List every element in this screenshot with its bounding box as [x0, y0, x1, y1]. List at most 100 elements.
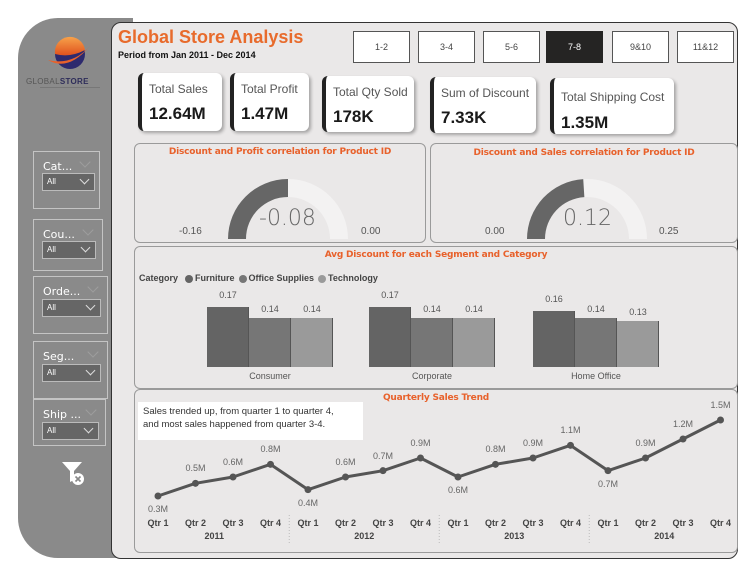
quarter-axis-label: Qtr 2: [334, 518, 356, 528]
data-point[interactable]: [529, 454, 537, 462]
data-point[interactable]: [717, 416, 724, 424]
point-data-label: 0.8M: [485, 444, 506, 455]
bar-home-office-office-supplies[interactable]: [575, 317, 617, 367]
data-point[interactable]: [229, 473, 237, 481]
annotation-line: Sales trended up, from quarter 1 to quar…: [143, 406, 334, 417]
point-data-label: 0.5M: [185, 463, 206, 474]
gauge-discount-profit: [228, 179, 348, 239]
legend-label: Office Supplies: [248, 273, 315, 283]
globe-swoosh-logo-icon: [48, 36, 90, 69]
gauge-discount-sales: [527, 179, 647, 239]
chevron-down-icon[interactable]: [85, 404, 97, 416]
dropdown-value: All: [47, 245, 56, 254]
point-data-label: 0.6M: [447, 485, 468, 495]
data-point[interactable]: [454, 473, 462, 481]
slicer-label: Cou...: [43, 228, 75, 241]
dropdown-value: All: [47, 426, 56, 435]
data-point[interactable]: [192, 479, 199, 487]
quarter-axis-label: Qtr 4: [259, 518, 281, 528]
point-data-label: 0.7M: [597, 478, 618, 489]
clear-filter-icon[interactable]: [60, 460, 86, 486]
quarter-axis-label: Qtr 4: [409, 518, 431, 528]
month-button-3-4[interactable]: 3-4: [418, 31, 475, 63]
report-canvas: Global Store Analysis Period from Jan 20…: [111, 22, 738, 559]
bar-consumer-furniture[interactable]: [207, 307, 249, 367]
quarter-axis-label: Qtr 3: [672, 518, 694, 528]
bar-corporate-technology[interactable]: [453, 317, 495, 367]
data-point[interactable]: [567, 441, 574, 449]
point-data-label: 0.9M: [635, 438, 656, 448]
bar-corporate-office-supplies[interactable]: [411, 317, 453, 367]
point-data-label: 0.6M: [335, 457, 356, 467]
bar-corporate-furniture[interactable]: [369, 307, 411, 367]
gauge-max-label: 0.00: [361, 226, 381, 237]
quarter-axis-label: Qtr 1: [147, 518, 169, 528]
gauge-fill: [527, 179, 585, 239]
chevron-down-icon[interactable]: [82, 224, 94, 236]
bar-data-label: 0.13: [629, 307, 647, 318]
data-point[interactable]: [417, 454, 424, 462]
kpi-value: 178K: [333, 107, 374, 126]
segment-dropdown[interactable]: All: [42, 364, 101, 382]
gauge-value: 0.12: [563, 206, 612, 231]
page-subtitle: Period from Jan 2011 - Dec 2014: [118, 50, 256, 60]
bar-data-label: 0.16: [545, 293, 563, 304]
quarter-axis-label: Qtr 2: [484, 518, 506, 528]
bar-chart-plot: 0.17 0.14 0.14 Consumer 0.17 0.14 0.14 Corporat…: [135, 247, 739, 390]
point-data-label: 0.4M: [297, 497, 318, 508]
chevron-down-icon[interactable]: [79, 156, 91, 168]
gauge-title: Discount and Profit correlation for Prod…: [168, 147, 392, 157]
year-axis-label: 2012: [354, 531, 375, 541]
data-point[interactable]: [604, 467, 612, 475]
month-button-5-6[interactable]: 5-6: [483, 31, 540, 63]
kpi-total-profit: Total Profit 1.47M: [230, 73, 309, 131]
quarter-axis-label: Qtr 3: [522, 518, 544, 528]
slicer-country: Cou... All: [33, 219, 103, 271]
chevron-down-icon[interactable]: [87, 281, 99, 293]
chevron-down-icon[interactable]: [87, 346, 99, 358]
line-chart-title: Quarterly Sales Trend: [382, 393, 490, 403]
data-point[interactable]: [154, 492, 162, 500]
data-point[interactable]: [267, 460, 274, 468]
slicer-ship-mode: Ship ... All: [33, 399, 106, 446]
point-data-label: 1.1M: [560, 425, 581, 436]
bar-consumer-technology[interactable]: [291, 317, 333, 367]
dropdown-value: All: [47, 368, 56, 377]
kpi-total-shipping-cost: Total Shipping Cost 1.35M: [550, 78, 674, 134]
legend-item-furniture[interactable]: Furniture: [185, 273, 235, 283]
point-data-label: 0.3M: [147, 504, 168, 514]
month-button-11-12[interactable]: 11&12: [677, 31, 734, 63]
data-point[interactable]: [304, 486, 312, 494]
data-point[interactable]: [379, 467, 387, 475]
slicer-label: Cat...: [43, 160, 73, 173]
segment-axis-label: Home Office: [571, 371, 621, 381]
data-point[interactable]: [342, 473, 349, 481]
point-data-label: 0.9M: [522, 438, 543, 448]
bar-home-office-furniture[interactable]: [533, 310, 575, 367]
kpi-value: 1.35M: [561, 113, 609, 132]
month-button-7-8[interactable]: 7-8: [546, 31, 603, 63]
order-dropdown[interactable]: All: [42, 299, 101, 317]
ship-mode-dropdown[interactable]: All: [42, 422, 99, 440]
country-dropdown[interactable]: All: [42, 241, 96, 259]
page-title: Global Store Analysis: [118, 27, 304, 47]
bar-consumer-office-supplies[interactable]: [249, 317, 291, 367]
bar-home-office-technology[interactable]: [617, 321, 659, 367]
line-chart-panel: Quarterly Sales Trend Sales trended up, …: [134, 389, 738, 553]
annotation-line: and most sales happened from quarter 3-4…: [143, 419, 326, 430]
legend-title: Category: [139, 273, 179, 283]
category-dropdown[interactable]: All: [42, 173, 95, 191]
slicer-label: Ship ...: [43, 408, 81, 421]
month-button-1-2[interactable]: 1-2: [353, 31, 410, 63]
bar-data-label: 0.14: [465, 303, 483, 314]
legend-item-technology[interactable]: Technology: [318, 273, 378, 283]
data-point[interactable]: [492, 460, 499, 468]
gauge-fill: [228, 179, 288, 239]
data-point[interactable]: [642, 454, 649, 462]
data-point[interactable]: [679, 435, 687, 443]
bar-chart-legend: Category Furniture Office Supplies Techn…: [139, 273, 378, 283]
legend-item-office-supplies[interactable]: Office Supplies: [238, 273, 315, 283]
quarter-axis-label: Qtr 3: [222, 518, 244, 528]
kpi-total-sales: Total Sales 12.64M: [138, 73, 222, 131]
month-button-9-10[interactable]: 9&10: [612, 31, 669, 63]
